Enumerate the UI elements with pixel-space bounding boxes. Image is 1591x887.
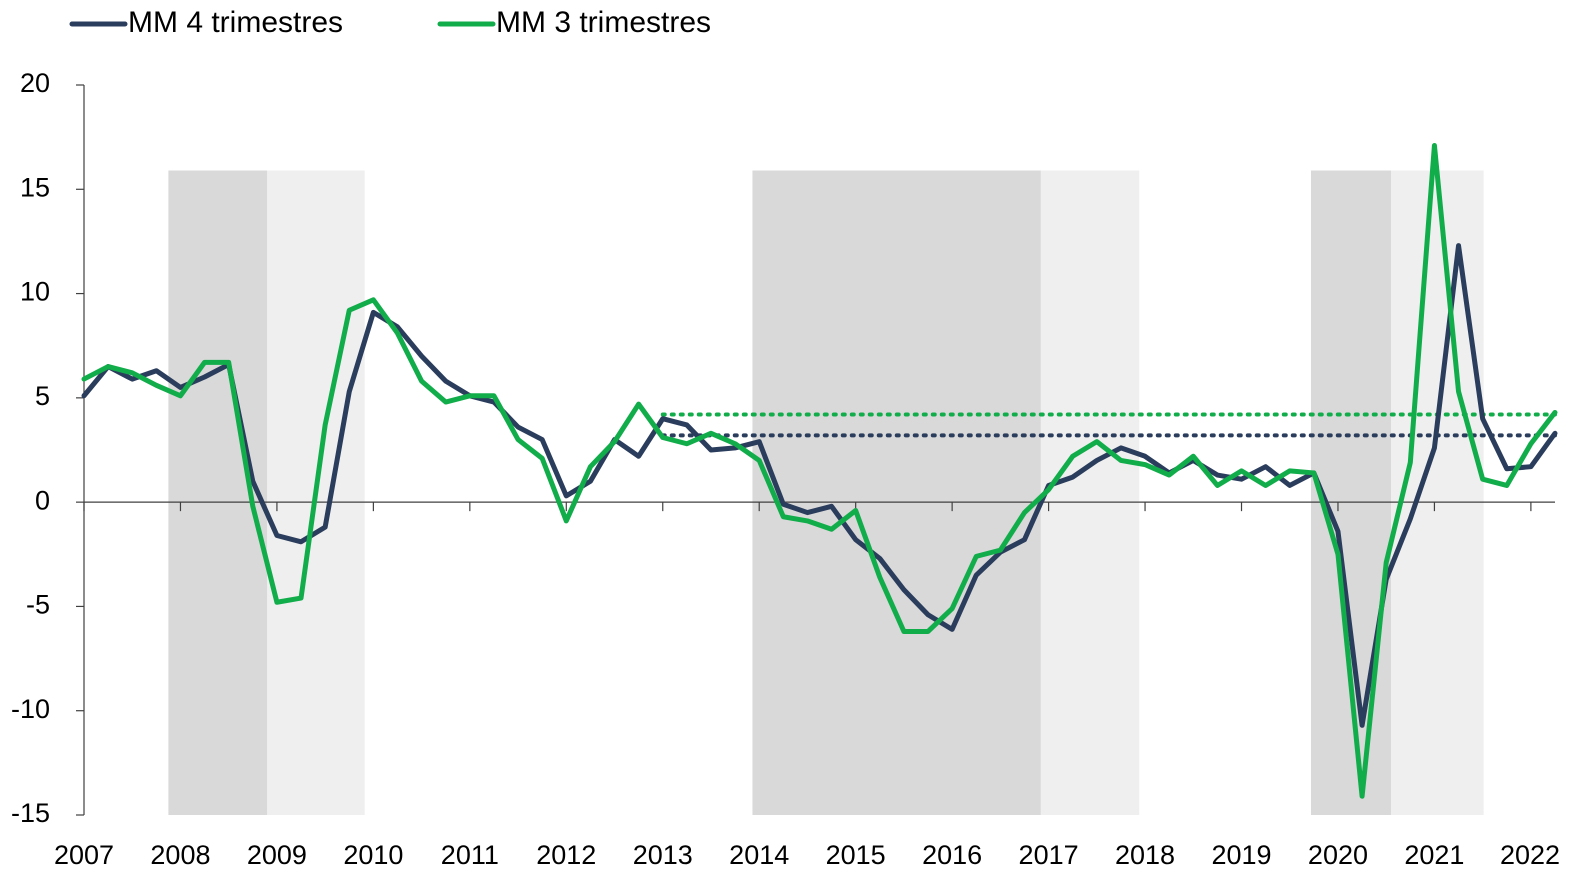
legend-label: MM 4 trimestres	[128, 6, 343, 39]
y-tick-label: -15	[11, 798, 50, 828]
x-tick-label: 2018	[1115, 840, 1175, 870]
shaded-period	[1391, 170, 1484, 815]
x-tick-label: 2022	[1500, 840, 1560, 870]
y-tick-label: -5	[26, 590, 50, 620]
y-tick-label: 15	[20, 172, 50, 202]
y-tick-label: 10	[20, 277, 50, 307]
x-tick-label: 2012	[536, 840, 596, 870]
y-tick-label: 20	[20, 68, 50, 98]
x-tick-label: 2014	[729, 840, 789, 870]
x-tick-label: 2015	[826, 840, 886, 870]
x-tick-label: 2009	[247, 840, 307, 870]
x-tick-label: 2013	[633, 840, 693, 870]
x-tick-label: 2010	[343, 840, 403, 870]
x-tick-label: 2017	[1019, 840, 1079, 870]
x-tick-label: 2011	[441, 840, 499, 870]
x-tick-label: 2016	[922, 840, 982, 870]
legend-label: MM 3 trimestres	[496, 6, 711, 39]
x-tick-label: 2020	[1308, 840, 1368, 870]
y-tick-label: 0	[35, 485, 50, 515]
y-tick-label: 5	[35, 381, 50, 411]
shaded-period	[1040, 170, 1140, 815]
series-line	[81, 142, 1558, 799]
x-tick-label: 2019	[1211, 840, 1271, 870]
y-tick-label: -10	[11, 694, 50, 724]
x-tick-label: 2007	[54, 840, 114, 870]
x-tick-label: 2021	[1404, 840, 1464, 870]
x-tick-label: 2008	[150, 840, 210, 870]
shaded-period	[752, 170, 1041, 815]
